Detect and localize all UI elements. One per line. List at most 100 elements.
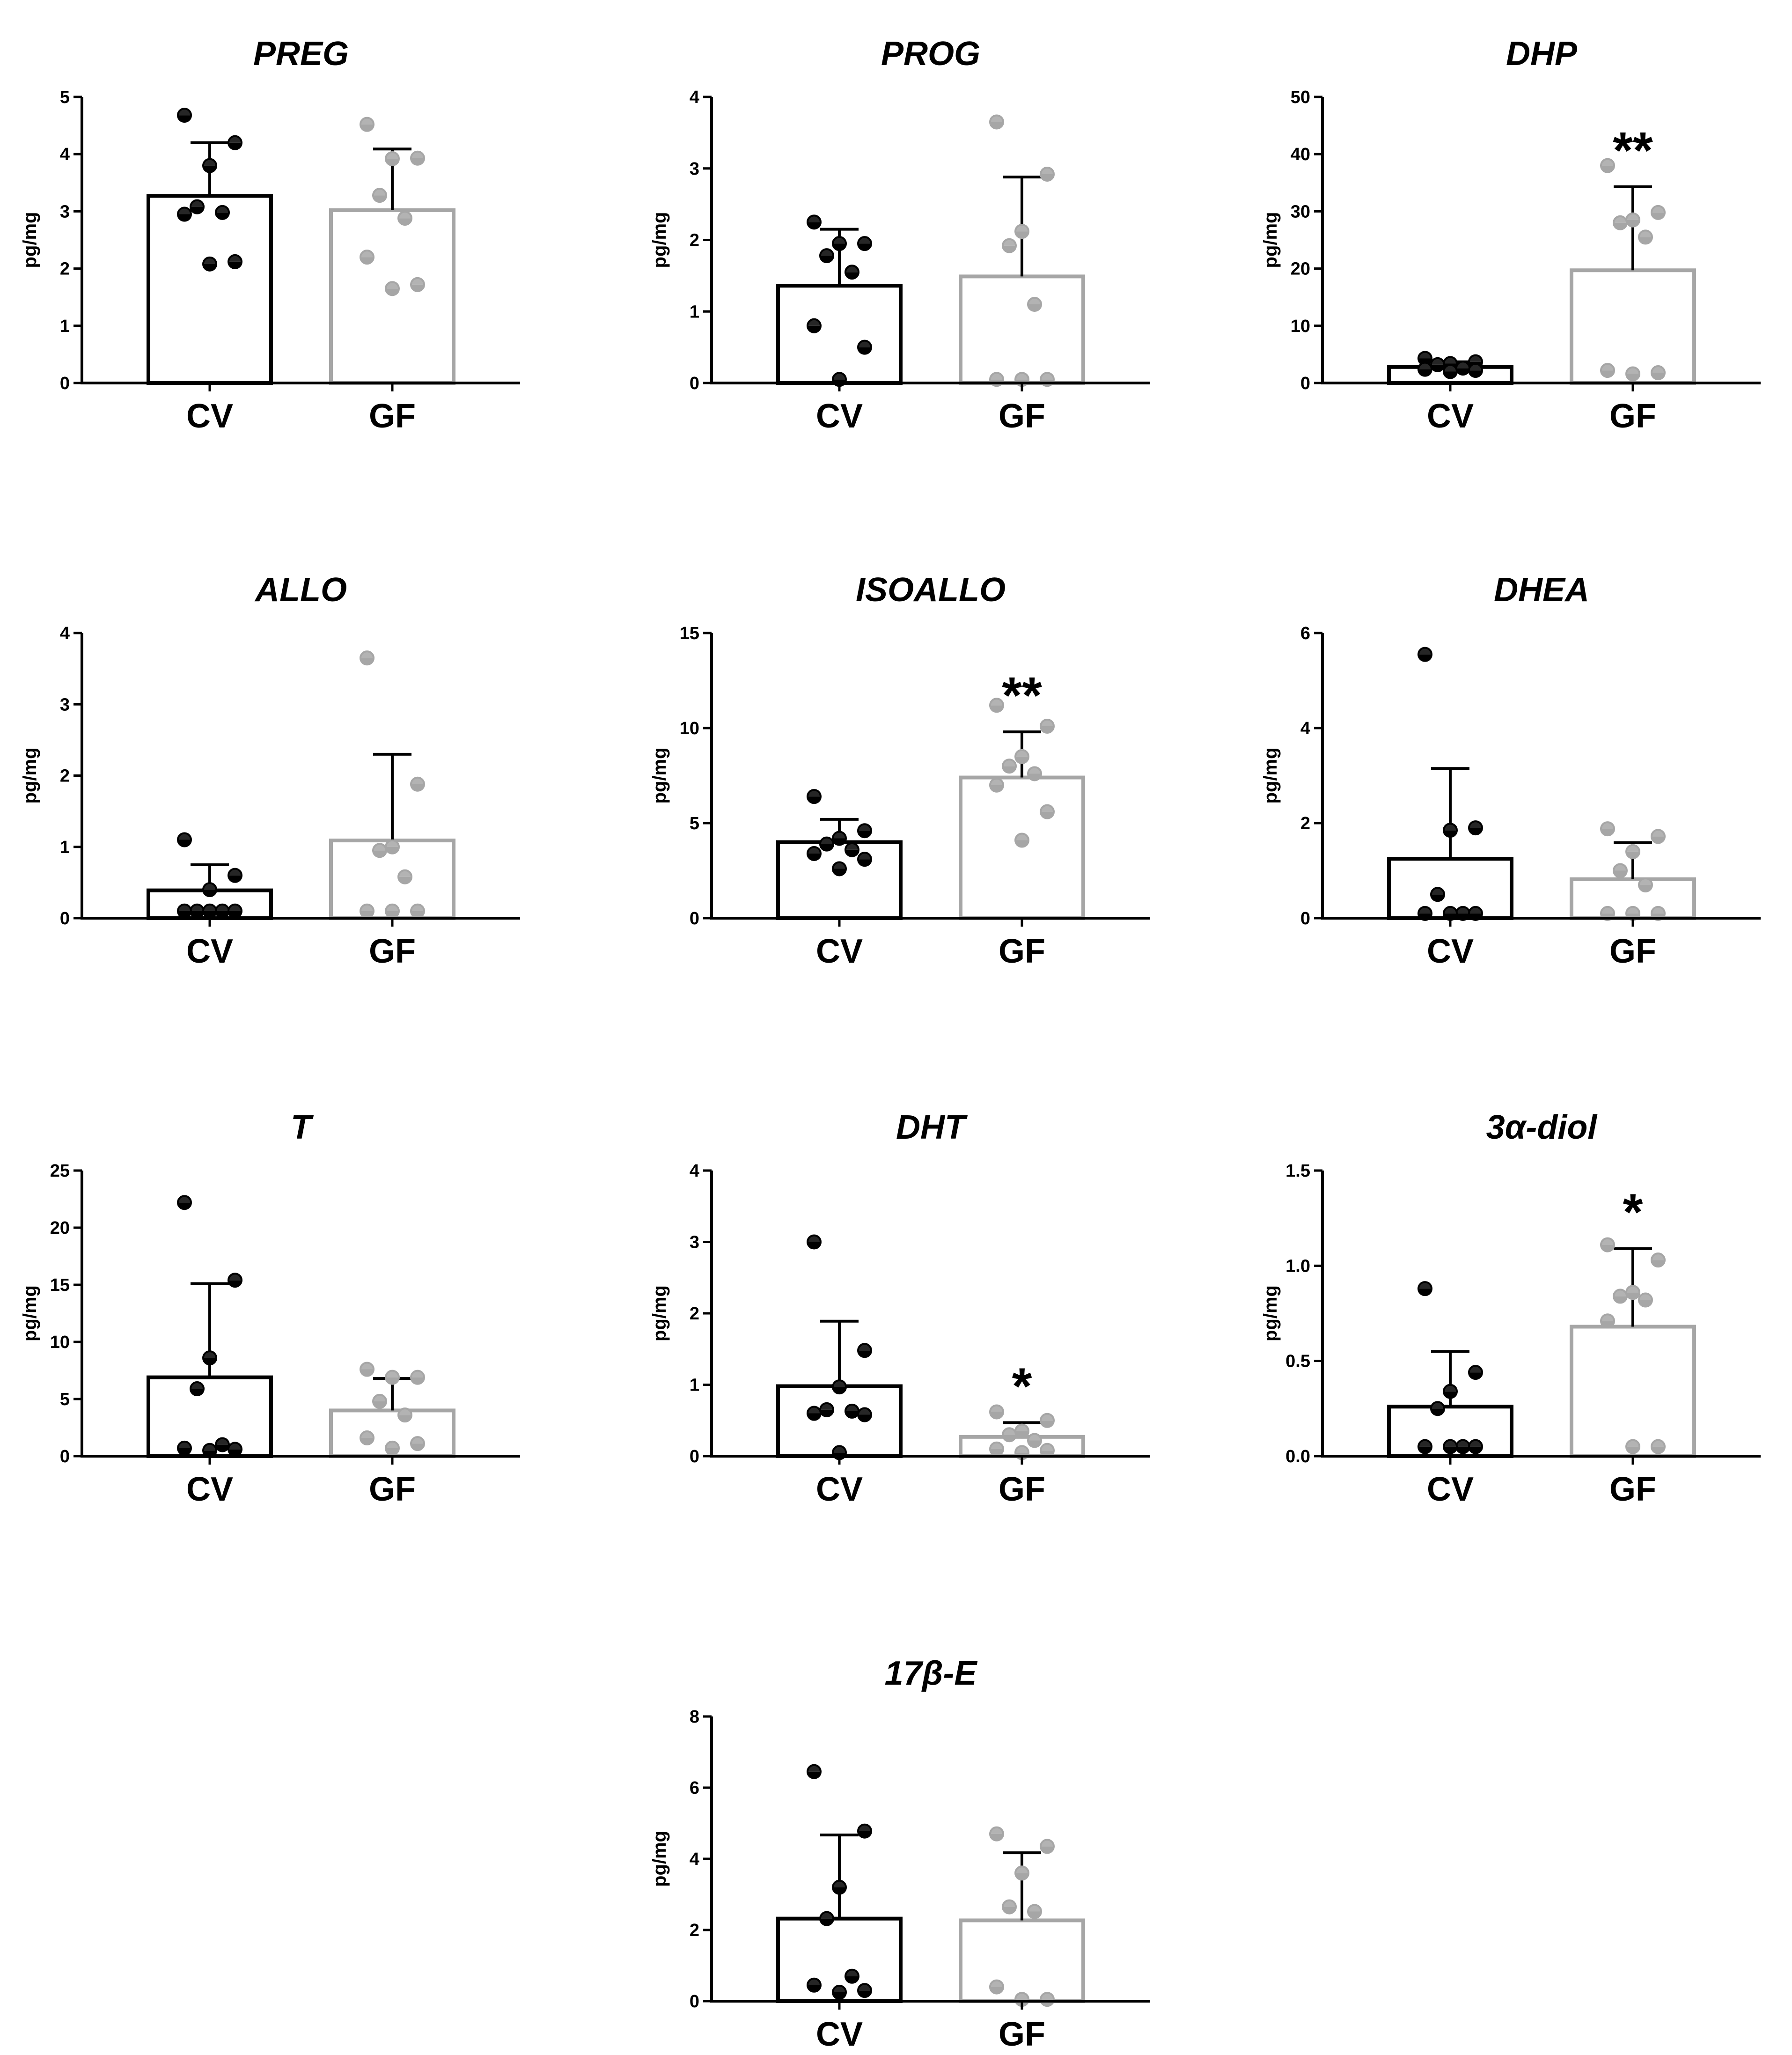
data-point-gf xyxy=(1014,224,1029,239)
data-point-gf xyxy=(989,1979,1004,1995)
y-tick-label: 0 xyxy=(60,374,70,393)
x-category-label-gf: GF xyxy=(999,1471,1045,1508)
data-point-cv xyxy=(1443,1439,1458,1454)
bar-cv xyxy=(776,284,903,385)
data-point-cv xyxy=(177,903,192,919)
x-category-label-gf: GF xyxy=(999,2016,1045,2053)
data-point-cv xyxy=(1430,1401,1445,1416)
x-category-label-cv: CV xyxy=(1427,1471,1474,1508)
y-axis-label: pg/mg xyxy=(649,1831,670,1887)
data-point-gf xyxy=(1040,1413,1055,1428)
data-point-gf xyxy=(360,1430,375,1445)
panel-t: Tpg/mg 0 5 10 15 20 25 CV GF xyxy=(20,1109,520,1508)
data-point-gf xyxy=(1040,1992,1055,2007)
bar-gf xyxy=(1570,268,1696,385)
x-category-label-gf: GF xyxy=(1609,398,1656,435)
y-axis-label: pg/mg xyxy=(20,212,40,268)
data-point-gf xyxy=(372,188,387,203)
x-category-label-cv: CV xyxy=(1427,933,1474,970)
panel-title: DHEA xyxy=(1494,571,1589,609)
y-tick-label: 30 xyxy=(1291,202,1310,221)
data-point-gf xyxy=(1014,1865,1029,1881)
data-point-gf xyxy=(1027,1433,1042,1448)
data-point-gf xyxy=(1027,766,1042,781)
data-point-cv xyxy=(832,1379,847,1395)
data-point-cv xyxy=(228,1273,242,1288)
significance-marker: ** xyxy=(1002,667,1042,724)
panel-preg: PREG pg/mg 0 1 2 3 4 5 CV GF xyxy=(20,35,520,435)
data-point-cv xyxy=(190,1381,205,1397)
data-point-cv xyxy=(1417,906,1432,921)
panel-prog: PROG pg/mg 0 1 2 3 4 CV GF xyxy=(649,35,1150,435)
data-point-gf xyxy=(385,1440,400,1456)
y-axis-label: pg/mg xyxy=(1260,212,1281,268)
data-point-gf xyxy=(1027,296,1042,312)
y-tick-label: 3 xyxy=(60,202,70,221)
data-point-gf xyxy=(385,281,400,296)
y-tick-label: 2 xyxy=(60,259,70,279)
data-point-cv xyxy=(1468,1439,1483,1454)
panel-dhea: DHEA pg/mg 0 2 4 6 CV GF xyxy=(1260,571,1761,970)
data-point-gf xyxy=(1625,844,1640,859)
data-point-gf xyxy=(372,843,387,858)
data-point-gf xyxy=(1651,365,1666,381)
panel-title: ISOALLO xyxy=(856,571,1006,609)
y-tick-label: 2 xyxy=(690,231,699,250)
data-point-gf xyxy=(1040,804,1055,819)
panel-title: DHT xyxy=(896,1109,968,1146)
data-point-gf xyxy=(385,1370,400,1385)
y-tick-label: 0 xyxy=(60,909,70,928)
data-point-cv xyxy=(1417,1439,1432,1454)
y-tick-label: 0.0 xyxy=(1285,1447,1310,1466)
data-point-cv xyxy=(807,1234,822,1250)
data-point-gf xyxy=(360,117,375,132)
data-point-cv xyxy=(1430,887,1445,902)
data-point-cv xyxy=(215,903,230,919)
data-point-cv xyxy=(857,1407,872,1422)
y-tick-label: 0 xyxy=(690,374,699,393)
data-point-gf xyxy=(410,1436,425,1451)
y-tick-label: 10 xyxy=(680,719,699,738)
data-point-cv xyxy=(845,265,859,280)
data-point-gf xyxy=(360,250,375,265)
y-tick-label: 1 xyxy=(690,302,699,322)
data-point-gf xyxy=(360,1362,375,1377)
data-point-cv xyxy=(177,1195,192,1210)
panel-title: PREG xyxy=(253,35,349,73)
y-tick-label: 2 xyxy=(1300,814,1310,833)
y-tick-label: 0.5 xyxy=(1285,1352,1310,1371)
data-point-cv xyxy=(819,248,834,264)
data-point-cv xyxy=(807,789,822,804)
data-point-gf xyxy=(397,211,412,226)
data-point-cv xyxy=(177,206,192,222)
data-point-cv xyxy=(857,823,872,839)
data-point-gf xyxy=(1600,363,1615,378)
data-point-cv xyxy=(228,254,242,269)
data-point-cv xyxy=(819,1402,834,1417)
data-point-gf xyxy=(410,150,425,166)
y-tick-label: 50 xyxy=(1291,88,1310,107)
data-point-gf xyxy=(1600,1313,1615,1329)
data-point-gf xyxy=(410,1370,425,1385)
panel-dhp: DHP pg/mg 0 10 20 30 40 50 CV GF ** xyxy=(1260,35,1761,435)
data-point-gf xyxy=(1027,1904,1042,1919)
bar-gf xyxy=(959,1918,1085,2003)
bar-gf xyxy=(1570,1325,1696,1458)
data-point-gf xyxy=(1600,821,1615,837)
data-point-gf xyxy=(385,151,400,166)
data-point-cv xyxy=(857,1983,872,1998)
panel-allo: ALLO pg/mg 0 1 2 3 4 CV GF xyxy=(20,571,520,970)
data-point-cv xyxy=(1468,363,1483,378)
data-point-gf xyxy=(1613,1289,1628,1304)
significance-marker: * xyxy=(1623,1184,1643,1241)
data-point-gf xyxy=(1638,1292,1653,1308)
data-point-cv xyxy=(832,831,847,846)
x-category-label-cv: CV xyxy=(816,398,863,435)
data-point-cv xyxy=(807,1406,822,1421)
data-point-gf xyxy=(385,903,400,919)
y-tick-label: 0 xyxy=(690,909,699,928)
data-point-gf xyxy=(360,903,375,919)
data-point-gf xyxy=(1002,238,1017,253)
data-point-cv xyxy=(1443,823,1458,838)
y-tick-label: 2 xyxy=(690,1921,699,1940)
